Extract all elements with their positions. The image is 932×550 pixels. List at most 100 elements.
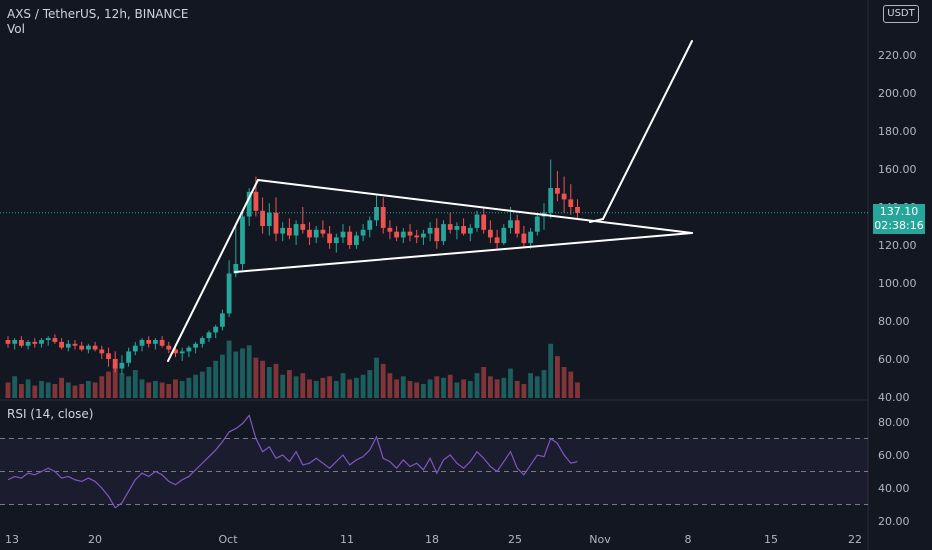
candle-body <box>213 326 219 333</box>
volume-bar <box>407 380 413 398</box>
price-tick-label: 60.00 <box>878 353 910 366</box>
candle-body <box>380 207 386 228</box>
candle-body <box>260 210 265 226</box>
candle-body <box>5 340 11 344</box>
volume-bar <box>447 374 453 398</box>
candle-body <box>99 349 105 354</box>
candle-body <box>327 233 332 244</box>
volume-bar <box>508 368 513 398</box>
volume-bar <box>253 357 259 398</box>
rsi-tick-label: 60.00 <box>878 449 910 462</box>
price-axis[interactable]: 220.00200.00180.00160.00140.00120.00100.… <box>878 49 917 528</box>
volume-bar <box>206 367 212 398</box>
candle-body <box>126 351 131 363</box>
candle-body <box>333 237 339 244</box>
candle-body <box>240 216 245 264</box>
time-axis[interactable]: 13 20 Oct 11 18 25 Nov 8 15 22 <box>5 533 862 546</box>
volume-bar <box>260 360 265 398</box>
volume-bar <box>548 343 554 398</box>
volume-bar <box>146 382 152 398</box>
volume-bar <box>159 382 165 398</box>
candle-body <box>561 193 567 200</box>
volume-bar <box>179 380 185 398</box>
volume-bar <box>400 376 406 398</box>
time-tick-label: Nov <box>589 533 611 546</box>
candle-body <box>166 345 172 350</box>
volume-bar <box>280 374 286 398</box>
candle-body <box>347 231 353 245</box>
volume-bar <box>166 384 172 398</box>
candle-body <box>293 224 299 236</box>
rsi-tick-label: 80.00 <box>878 416 910 429</box>
trend-line <box>602 40 693 220</box>
candle-body <box>153 340 158 344</box>
volume-bar <box>454 382 460 398</box>
last-price-tag: 137.10 02:38:16 <box>873 204 925 234</box>
volume-bar <box>394 379 399 398</box>
volume-bar <box>313 380 319 398</box>
volume-bar <box>12 376 18 398</box>
candle-body <box>360 229 366 236</box>
candle-body <box>467 227 473 234</box>
candle-body <box>253 191 259 211</box>
candle-body <box>534 216 540 232</box>
candle-body <box>45 338 51 340</box>
volume-bar <box>307 379 312 398</box>
volume-bar <box>233 351 239 398</box>
volume-bar <box>534 376 540 398</box>
candle-body <box>173 349 178 354</box>
candle-body <box>139 340 145 346</box>
price-tick-label: 80.00 <box>878 315 910 328</box>
candle-body <box>441 224 446 242</box>
volume-bar <box>106 371 111 398</box>
volume-bar <box>52 384 58 398</box>
candle-body <box>106 353 111 359</box>
volume-bar <box>541 370 547 398</box>
volume-bar <box>441 377 446 398</box>
price-tick-label: 220.00 <box>878 49 917 62</box>
volume-bar <box>226 340 232 398</box>
candle-body <box>12 340 18 344</box>
candle-body <box>159 340 165 346</box>
candle-body <box>421 233 426 238</box>
price-tick-label: 200.00 <box>878 87 917 100</box>
trend-line <box>234 232 693 273</box>
volume-bar <box>25 379 31 398</box>
candle-body <box>400 231 406 238</box>
candle-body <box>387 227 393 232</box>
volume-bar <box>380 363 386 398</box>
candle-body <box>414 235 420 238</box>
volume-bar <box>354 377 359 398</box>
volume-bar <box>561 367 567 398</box>
volume-bar <box>421 384 426 398</box>
candle-body <box>233 264 239 274</box>
candle-body <box>193 343 198 348</box>
candle-body <box>481 214 487 230</box>
time-tick-label: 11 <box>340 533 354 546</box>
candle-body <box>488 229 493 238</box>
volume-bar <box>173 379 178 398</box>
volume-bar <box>287 370 292 398</box>
rsi-line <box>7 414 578 509</box>
candle-body <box>25 341 31 346</box>
currency-button[interactable]: USDT <box>883 5 919 23</box>
volume-bar <box>246 345 252 398</box>
volume-bar <box>501 377 507 398</box>
volume-bar <box>92 382 98 398</box>
volume-bar <box>481 367 487 398</box>
volume-bar <box>193 374 198 398</box>
volume-bar <box>427 379 433 398</box>
volume-bar <box>467 380 473 398</box>
volume-bar <box>119 373 125 398</box>
trend-line <box>257 179 693 234</box>
time-tick-label: 20 <box>88 533 102 546</box>
volume-bar <box>99 376 105 398</box>
volume-bar <box>461 379 466 398</box>
candle-body <box>474 214 480 228</box>
trendline-drawings[interactable] <box>167 40 693 362</box>
time-tick-label: 8 <box>685 533 692 546</box>
volume-bar <box>112 363 118 398</box>
volume-bar <box>327 376 332 398</box>
volume-bar <box>86 380 91 398</box>
